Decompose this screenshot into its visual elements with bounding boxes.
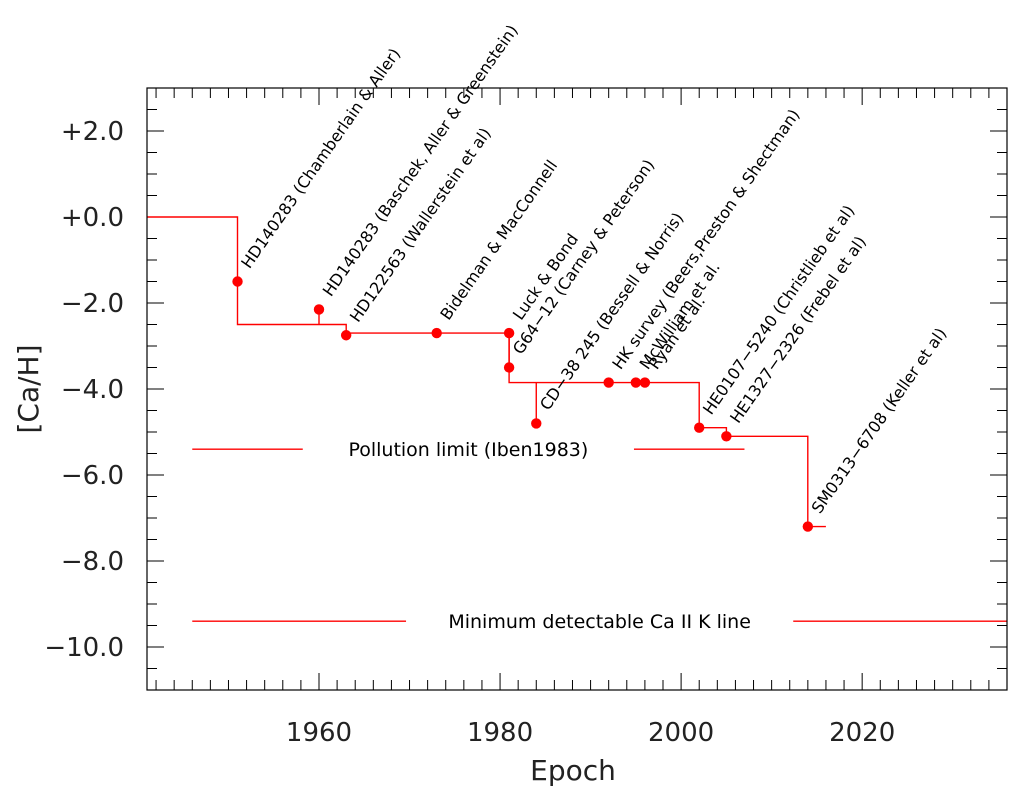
data-point xyxy=(630,377,642,388)
x-tick-label: 1980 xyxy=(467,718,533,748)
point-annotation: HK survey (Beers,Preston & Shectman) xyxy=(608,106,803,373)
reference-line-label: Pollution limit (Iben1983) xyxy=(348,439,588,461)
data-points xyxy=(232,276,814,532)
point-annotation: HD140283 (Chamberlain & Aller) xyxy=(237,45,404,272)
point-annotation: HE0107−5240 (Christlieb et al) xyxy=(699,202,858,418)
annotations: HD140283 (Chamberlain & Aller)HD140283 (… xyxy=(237,21,950,517)
y-tick-label: −4.0 xyxy=(61,375,124,405)
y-tick-label: +0.0 xyxy=(61,203,124,233)
reference-line-label: Minimum detectable Ca II K line xyxy=(448,611,751,633)
y-axis-label: [Ca/H] xyxy=(12,344,45,433)
x-tick-label: 1960 xyxy=(286,718,352,748)
data-point xyxy=(232,276,243,287)
data-point xyxy=(531,418,542,429)
point-annotation: HE1327−2326 (Frebel et al) xyxy=(726,232,870,426)
x-tick-label: 2000 xyxy=(648,718,714,748)
y-tick-label: −10.0 xyxy=(44,633,124,663)
point-annotation: SM0313−6708 (Keller et al) xyxy=(808,324,951,517)
tick-labels: 1960 1980 2000 2020 +2.0 +0.0 −2.0 −4.0 −6.0 −8.0… xyxy=(44,117,895,748)
data-point xyxy=(503,327,515,339)
data-point xyxy=(802,521,814,532)
y-tick-label: +2.0 xyxy=(61,117,124,147)
plot-frame xyxy=(146,87,1008,691)
data-point xyxy=(639,377,651,388)
axis-ticks xyxy=(147,88,1007,690)
data-point xyxy=(431,327,442,339)
data-point xyxy=(721,431,732,442)
y-tick-label: −2.0 xyxy=(61,289,124,319)
data-point xyxy=(340,330,352,341)
y-tick-label: −6.0 xyxy=(61,461,124,491)
data-point xyxy=(603,377,614,388)
data-point xyxy=(694,422,705,433)
y-tick-label: −8.0 xyxy=(61,547,124,577)
data-point xyxy=(313,304,325,315)
x-axis-label: Epoch xyxy=(530,754,616,787)
x-tick-label: 2020 xyxy=(829,718,895,748)
reference-lines: Pollution limit (Iben1983) Minimum detect… xyxy=(192,439,1007,633)
data-point xyxy=(503,362,515,373)
